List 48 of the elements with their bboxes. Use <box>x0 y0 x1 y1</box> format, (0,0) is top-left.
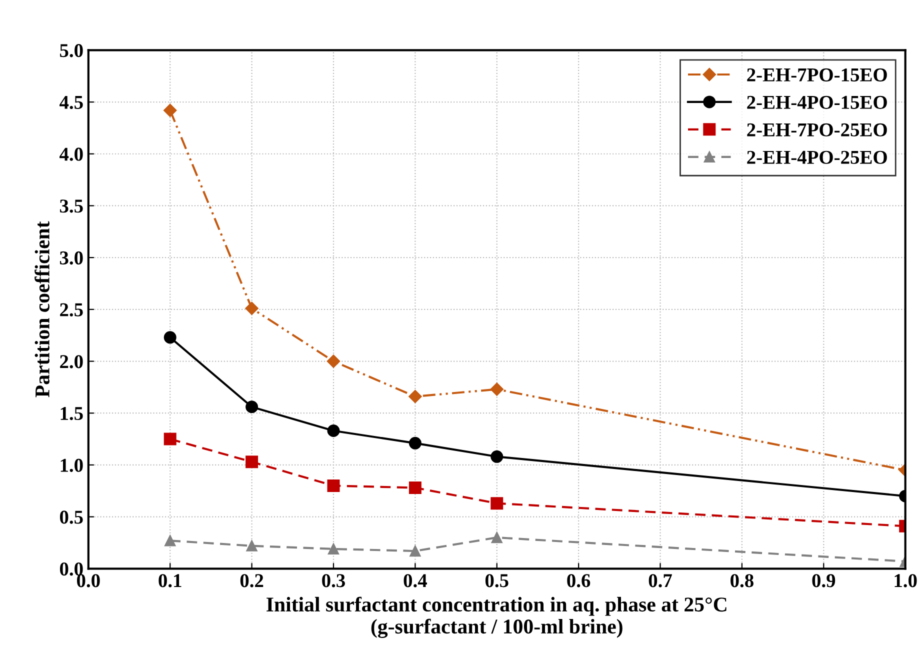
point <box>490 382 504 396</box>
point <box>246 400 258 414</box>
point <box>246 540 258 552</box>
x-tick-label: 1.0 <box>894 574 917 588</box>
point <box>164 432 176 446</box>
x-tick-label: 0.6 <box>567 574 590 588</box>
y-tick-label: 5.0 <box>60 44 83 58</box>
y-tick-label: 2.0 <box>60 355 83 368</box>
point <box>491 532 502 544</box>
y-tick-label: 0.0 <box>60 562 83 576</box>
point <box>245 302 258 315</box>
x-tick-label: 0.5 <box>485 574 508 588</box>
point <box>490 450 504 463</box>
x-tick-label: 0.7 <box>648 574 672 588</box>
y-tick-label: 1.5 <box>60 407 83 420</box>
x-axis-title: Initial surfactant concentration in aq. phase at 25°C (g-surfactant / 100-ml brine) <box>266 596 726 638</box>
y-tick-label: 3.0 <box>60 251 83 265</box>
x-tick-label: 0.9 <box>812 574 836 588</box>
x-tick-label: 0.1 <box>158 574 182 588</box>
x-tick-label: 0.0 <box>77 574 100 588</box>
point <box>408 436 422 450</box>
x-tick-label: 0.4 <box>404 574 427 588</box>
y-tick-label: 3.5 <box>60 200 83 213</box>
y-axis-title: Partition coefficient <box>34 221 50 398</box>
point <box>490 497 504 510</box>
x-tick-label: 0.8 <box>730 574 754 588</box>
legend-label: 2-EH-4PO-15EO <box>747 96 887 109</box>
point <box>246 456 258 468</box>
y-tick-label: 0.5 <box>60 510 83 524</box>
legend-label: 2-EH-4PO-25EO <box>747 150 887 164</box>
point <box>328 543 340 555</box>
point <box>164 331 176 344</box>
y-tick-label: 4.0 <box>60 148 83 161</box>
y-tick-label: 1.0 <box>60 458 83 472</box>
x-tick-label: 0.3 <box>322 574 345 588</box>
point <box>410 545 421 557</box>
legend-label: 2-EH-7PO-25EO <box>747 123 887 136</box>
point <box>164 535 176 546</box>
point <box>327 424 340 437</box>
point <box>408 390 422 404</box>
legend-label: 2-EH-7PO-15EO <box>747 68 887 82</box>
point <box>327 479 340 492</box>
point <box>408 482 422 494</box>
y-tick-label: 2.5 <box>60 303 83 316</box>
point <box>326 354 340 368</box>
y-tick-label: 4.5 <box>60 96 83 110</box>
point <box>164 104 177 117</box>
x-tick-label: 0.2 <box>240 574 264 588</box>
